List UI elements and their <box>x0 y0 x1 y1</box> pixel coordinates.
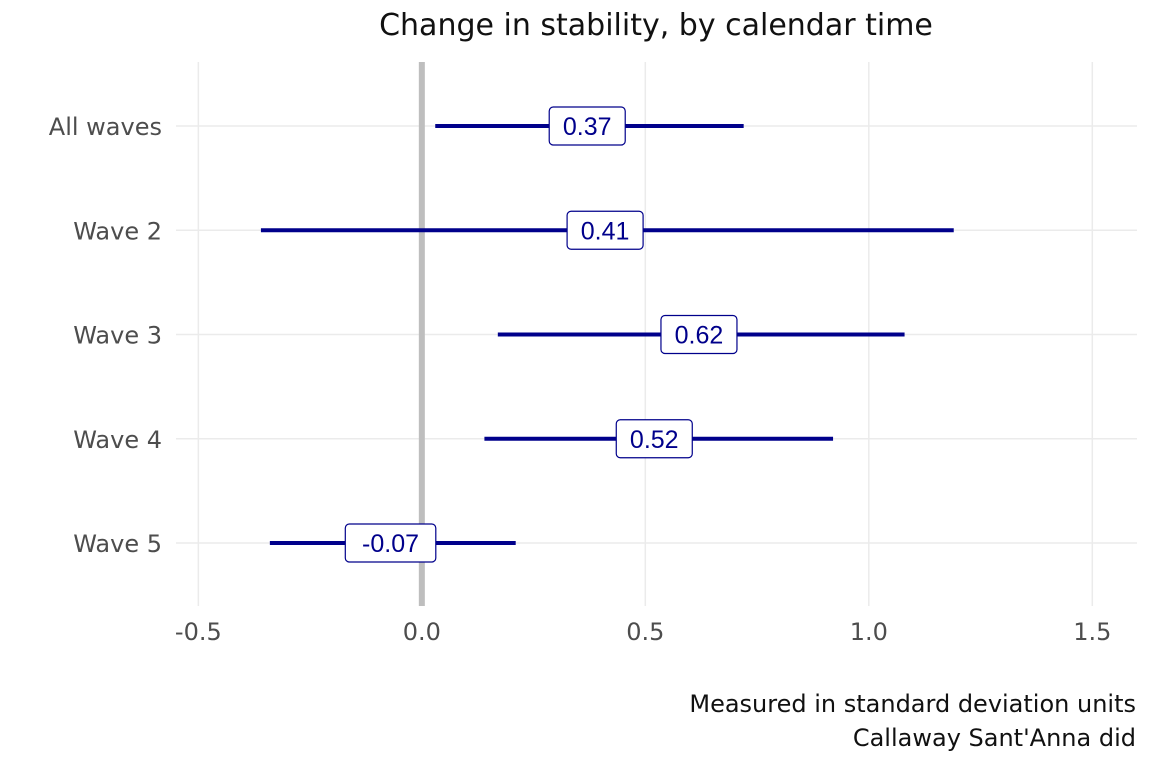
estimate-label: 0.41 <box>581 217 630 245</box>
estimate-label: 0.37 <box>563 113 612 141</box>
chart-title: Change in stability, by calendar time <box>379 8 933 43</box>
y-tick-label: Wave 4 <box>73 426 162 454</box>
estimate-label-box <box>566 210 644 250</box>
estimate-label: 0.62 <box>675 322 724 350</box>
x-tick-label: 1.0 <box>850 618 888 646</box>
caption-measurement-units: Measured in standard deviation units <box>689 690 1136 718</box>
x-tick-label: 0.0 <box>403 618 441 646</box>
y-tick-label: Wave 5 <box>73 530 162 558</box>
y-axis: All waves Wave 2 Wave 3 Wave 4 Wave 5 <box>49 113 162 558</box>
estimate-label: -0.07 <box>362 530 419 558</box>
x-axis: -0.5 0.0 0.5 1.0 1.5 <box>175 618 1111 646</box>
y-tick-label: Wave 2 <box>73 217 162 245</box>
x-tick-label: -0.5 <box>175 618 222 646</box>
estimate-label-box <box>615 419 693 459</box>
y-tick-label: All waves <box>49 113 162 141</box>
x-tick-label: 0.5 <box>626 618 664 646</box>
caption-method: Callaway Sant'Anna did <box>852 724 1136 752</box>
estimate-label-box <box>660 314 738 355</box>
x-tick-label: 1.5 <box>1073 618 1111 646</box>
estimate-label-layer: 0.37 0.41 0.62 0.52 -0.07 <box>344 106 738 563</box>
estimate-label-box <box>548 106 626 146</box>
y-tick-label: Wave 3 <box>73 322 162 350</box>
estimate-label-box <box>344 523 437 563</box>
estimate-label: 0.52 <box>630 426 679 454</box>
